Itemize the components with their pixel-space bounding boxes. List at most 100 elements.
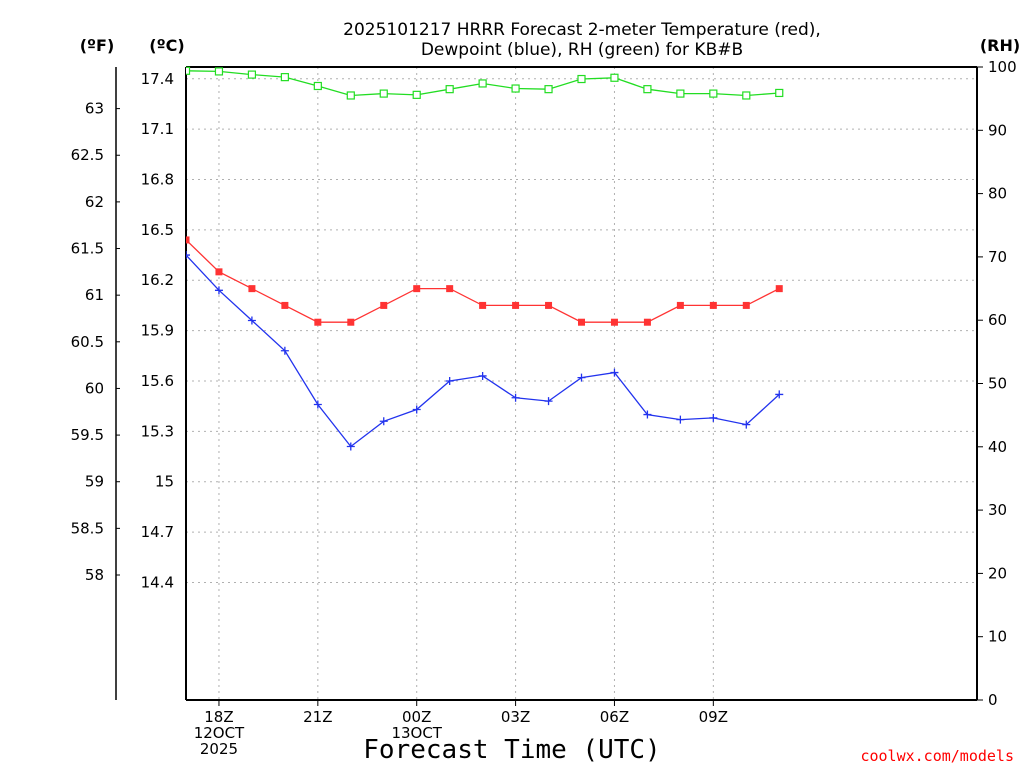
x-tick-label: 09Z (699, 708, 728, 726)
celsius-tick-label: 14.4 (141, 573, 174, 591)
dewpoint-point (709, 413, 718, 422)
credit-text: coolwx.com/models (860, 747, 1014, 765)
temperature-line (186, 239, 780, 323)
temperature-point (413, 285, 421, 293)
x-tick-label: 06Z (600, 708, 629, 726)
rh-tick-label: 20 (988, 564, 1007, 582)
temperature-point (380, 301, 388, 309)
series-layer (186, 66, 784, 451)
rh-point (247, 70, 257, 79)
dewpoint-point (186, 251, 190, 260)
fahrenheit-tick-label: 60.5 (71, 333, 104, 351)
temperature-point (347, 318, 355, 326)
rh-point (610, 73, 619, 82)
temperature-point (709, 301, 717, 309)
temperature-point (643, 318, 651, 326)
temperature-point (248, 285, 256, 293)
rh-point (775, 88, 784, 98)
temperature-point (479, 301, 487, 309)
dewpoint-point (313, 400, 322, 409)
rh-tick-label: 10 (988, 628, 1007, 646)
dewpoint-point (280, 346, 289, 355)
rh-point (742, 91, 751, 100)
x-tick-label: 18Z (204, 708, 233, 726)
rh-tick-label: 0 (988, 691, 998, 709)
fahrenheit-tick-label: 61.5 (71, 240, 104, 258)
temperature-point (281, 301, 289, 309)
celsius-tick-label: 17.1 (141, 120, 174, 138)
fahrenheit-tick-label: 59.5 (71, 426, 104, 444)
celsius-tick-label: 15.9 (141, 322, 174, 340)
fahrenheit-tick-label: 59 (85, 473, 104, 491)
temperature-point (186, 236, 190, 244)
dewpoint-point (742, 420, 751, 429)
x-tick-label: 03Z (501, 708, 530, 726)
dewpoint-point (775, 390, 784, 399)
temperature-point (215, 268, 223, 276)
rh-point (544, 85, 553, 94)
dewpoint-point (445, 376, 454, 385)
temperature-point (610, 318, 618, 326)
axis-layer (115, 66, 983, 706)
dewpoint-point (610, 368, 619, 377)
temperature-point (775, 285, 783, 293)
rh-tick-label: 90 (988, 121, 1007, 139)
temperature-point (512, 301, 520, 309)
dewpoint-point (478, 371, 487, 380)
fahrenheit-tick-label: 58 (85, 566, 104, 584)
dewpoint-point (511, 393, 520, 402)
temperature-point (742, 301, 750, 309)
rh-point (412, 90, 421, 99)
fahrenheit-tick-label: 61 (85, 286, 104, 304)
dewpoint-point (643, 410, 652, 419)
x-axis-label: Forecast Time (UTC) (363, 735, 660, 765)
celsius-axis-unit: (ºC) (149, 36, 184, 55)
rh-point (346, 91, 355, 100)
celsius-tick-label: 15 (155, 473, 174, 491)
rh-tick-label: 50 (988, 375, 1007, 393)
x-tick-label: 13OCT (391, 724, 442, 742)
fahrenheit-tick-label: 63 (85, 100, 104, 118)
rh-point (280, 73, 289, 82)
rh-tick-label: 40 (988, 438, 1007, 456)
celsius-tick-label: 14.7 (141, 523, 174, 541)
rh-tick-label: 30 (988, 501, 1007, 519)
dewpoint-point (412, 405, 421, 414)
temperature-point (314, 318, 322, 326)
x-tick-label: 12OCT (194, 724, 245, 742)
celsius-tick-label: 16.8 (141, 170, 174, 188)
dewpoint-point (676, 415, 685, 424)
dewpoint-point (379, 417, 388, 426)
x-tick-label: 21Z (303, 708, 332, 726)
chart-title-line-1: 2025101217 HRRR Forecast 2-meter Tempera… (343, 20, 821, 40)
fahrenheit-tick-label: 62.5 (71, 146, 104, 164)
dewpoint-point (346, 442, 355, 451)
chart-title-line-2: Dewpoint (blue), RH (green) for KB#B (421, 40, 743, 60)
fahrenheit-tick-label: 62 (85, 193, 104, 211)
rh-tick-label: 100 (988, 58, 1017, 76)
fahrenheit-tick-label: 60 (85, 379, 104, 397)
rh-point (577, 74, 586, 84)
celsius-tick-label: 15.6 (141, 372, 174, 390)
clipped-series-group (186, 66, 784, 451)
dewpoint-point (247, 316, 256, 325)
temperature-point (446, 285, 454, 293)
dewpoint-point (214, 286, 223, 295)
celsius-tick-label: 16.5 (141, 221, 174, 239)
rh-point (445, 85, 454, 94)
rh-point (379, 89, 388, 98)
celsius-tick-label: 15.3 (141, 422, 174, 440)
rh-point (709, 89, 718, 98)
rh-tick-label: 70 (988, 248, 1007, 266)
rh-point (186, 66, 191, 75)
celsius-tick-label: 17.4 (141, 70, 174, 88)
temperature-point (676, 301, 684, 309)
dewpoint-point (544, 397, 553, 406)
x-tick-label: 00Z (402, 708, 431, 726)
fahrenheit-tick-label: 58.5 (71, 519, 104, 537)
rh-axis-unit: (RH) (980, 36, 1020, 55)
fahrenheit-axis-unit: (ºF) (80, 36, 115, 55)
rh-point (214, 67, 224, 76)
